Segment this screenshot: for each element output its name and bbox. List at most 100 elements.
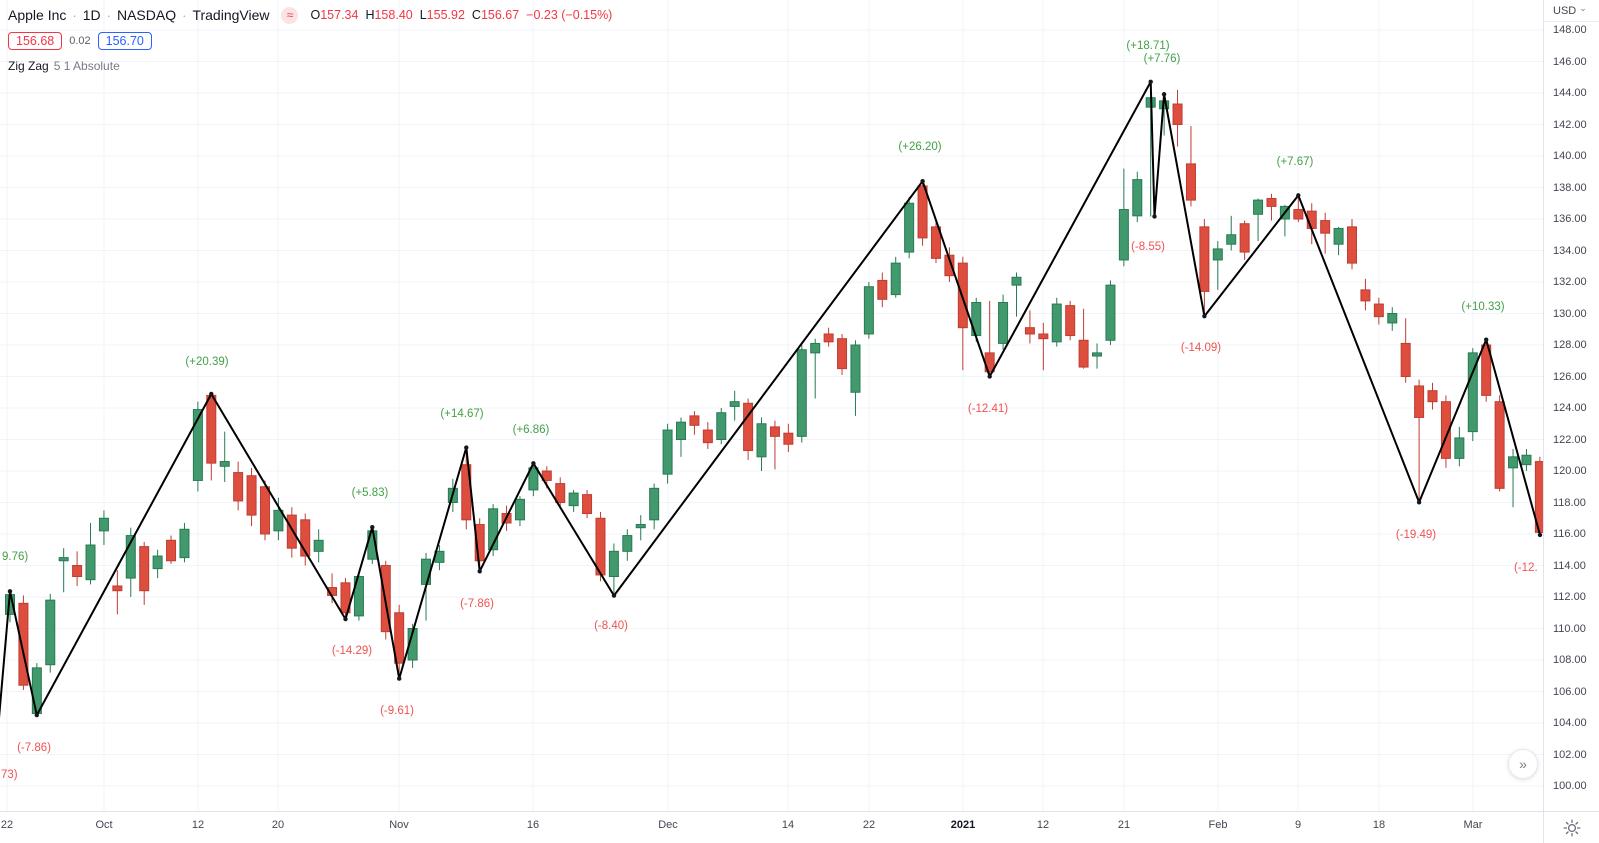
high-value: 158.40 bbox=[374, 8, 413, 22]
time-tick-label: 20 bbox=[271, 819, 285, 831]
zigzag-pivot-dot bbox=[1202, 313, 1207, 319]
candle-body bbox=[1320, 220, 1331, 234]
low-value: 155.92 bbox=[426, 8, 465, 22]
candle-body bbox=[622, 535, 633, 552]
price-tick-label: 100.00 bbox=[1553, 780, 1587, 792]
candle-body bbox=[541, 470, 552, 481]
time-tick-label: 22 bbox=[862, 819, 876, 831]
candle-body bbox=[568, 492, 579, 507]
price-tick-label: 104.00 bbox=[1553, 717, 1587, 729]
price-tick-label: 132.00 bbox=[1553, 276, 1587, 288]
timeframe-label[interactable]: 1D bbox=[82, 7, 101, 23]
low-label: L bbox=[419, 8, 427, 22]
candle-body bbox=[1360, 289, 1371, 302]
candle-body bbox=[676, 421, 686, 440]
candle-body bbox=[246, 475, 257, 516]
candle-body bbox=[1333, 227, 1344, 245]
zigzag-label: (-19.49) bbox=[1396, 529, 1436, 541]
candle-body bbox=[1508, 456, 1519, 469]
candle-body bbox=[608, 550, 619, 578]
candle-body bbox=[582, 494, 593, 515]
candle-body bbox=[152, 555, 163, 570]
zigzag-label: (+6.86) bbox=[513, 424, 550, 436]
candle-body bbox=[488, 508, 499, 551]
price-tick-label: 140.00 bbox=[1553, 150, 1587, 162]
ask-price-badge[interactable]: 156.70 bbox=[97, 32, 152, 50]
candle-body bbox=[1239, 223, 1250, 253]
indicator-row[interactable]: Zig Zag 5 1 Absolute bbox=[8, 59, 612, 73]
candle-body bbox=[112, 585, 123, 592]
price-tick-label: 128.00 bbox=[1553, 339, 1587, 351]
theme-sun-icon[interactable] bbox=[1563, 819, 1581, 837]
candle-body bbox=[1132, 179, 1143, 217]
collapse-panel-button[interactable]: » bbox=[1508, 749, 1538, 779]
candle-body bbox=[1051, 303, 1062, 343]
grid bbox=[0, 0, 1543, 811]
price-tick-label: 120.00 bbox=[1553, 465, 1587, 477]
time-tick-label: 16 bbox=[526, 819, 540, 831]
zigzag-pivot-dot bbox=[531, 461, 536, 466]
candle-body bbox=[1118, 209, 1129, 261]
symbol-row[interactable]: Apple Inc · 1D · NASDAQ · TradingView ≈ … bbox=[8, 5, 612, 25]
candle-body bbox=[1266, 198, 1277, 207]
ohlc-readout: O157.34 H158.40 L155.92 C156.67 −0.23 (−… bbox=[310, 8, 612, 22]
price-tick-label: 102.00 bbox=[1553, 748, 1587, 761]
candle-body bbox=[930, 226, 941, 259]
price-tick-label: 126.00 bbox=[1553, 370, 1587, 383]
price-tick-label: 122.00 bbox=[1553, 433, 1587, 446]
candle-body bbox=[1440, 401, 1451, 459]
price-tick-label: 130.00 bbox=[1553, 307, 1587, 320]
symbol-title[interactable]: Apple Inc bbox=[8, 7, 67, 23]
candle-body bbox=[1454, 437, 1465, 459]
price-axis[interactable]: USD ⌄ 148.00 146.00 144.00 142.00 140.00 138.… bbox=[1543, 0, 1599, 811]
zigzag-labels: 9.76) (-7.86) 73) (+20.39) (-14.29) (+5.83) (-… bbox=[1, 40, 1538, 781]
zigzag-line[interactable] bbox=[0, 80, 1541, 746]
currency-dropdown[interactable]: USD ⌄ bbox=[1544, 0, 1599, 22]
time-tick-label: 2021 bbox=[950, 819, 976, 831]
bid-price-badge[interactable]: 156.68 bbox=[8, 32, 63, 50]
candle-body bbox=[1199, 226, 1210, 292]
time-tick-label: Feb bbox=[1208, 819, 1228, 831]
candle-body bbox=[45, 599, 56, 666]
candle-body bbox=[783, 432, 794, 445]
zigzag-label: (+18.71) bbox=[1126, 40, 1169, 52]
zigzag-label: (-8.55) bbox=[1131, 241, 1165, 253]
zigzag-label: (+10.33) bbox=[1461, 301, 1504, 313]
candle-body bbox=[1414, 385, 1425, 418]
price-tick-label: 118.00 bbox=[1553, 496, 1586, 509]
candle-body bbox=[1293, 209, 1304, 220]
candle-body bbox=[300, 519, 311, 557]
candle-body bbox=[555, 483, 566, 504]
candle-body bbox=[407, 628, 418, 661]
candle-body bbox=[1481, 344, 1492, 396]
candle-body bbox=[729, 401, 740, 407]
zigzag-pivot-dot bbox=[7, 589, 13, 594]
candle-body bbox=[1400, 342, 1411, 377]
zigzag-label: (+20.39) bbox=[185, 356, 228, 368]
zigzag-pivot-dot bbox=[987, 374, 992, 379]
candle-body bbox=[756, 423, 767, 458]
candle-body bbox=[474, 524, 485, 562]
candle-body bbox=[192, 409, 203, 481]
zigzag-pivot-dot bbox=[1152, 214, 1157, 219]
candle-body bbox=[313, 539, 324, 552]
indicator-name: Zig Zag bbox=[8, 59, 49, 73]
candle-body bbox=[890, 262, 901, 296]
zigzag-pivot-dot bbox=[1296, 193, 1301, 198]
data-source-icon[interactable]: ≈ bbox=[281, 6, 299, 24]
zigzag-label: (-7.86) bbox=[460, 598, 494, 610]
zigzag-label: (-7.86) bbox=[17, 742, 51, 754]
time-tick-label: Dec bbox=[658, 819, 678, 831]
chart-plot-area[interactable]: 9.76) (-7.86) 73) (+20.39) (-14.29) (+5.83) (-… bbox=[0, 0, 1543, 811]
price-tick-label: 112.00 bbox=[1553, 591, 1586, 603]
price-tick-label: 134.00 bbox=[1553, 244, 1587, 257]
platform-label: TradingView bbox=[192, 7, 270, 23]
zigzag-label: 9.76) bbox=[2, 551, 28, 563]
time-tick-label: 12 bbox=[191, 819, 205, 831]
time-axis[interactable]: 22 Oct 12 20 Nov 16 Dec 14 22 2021 12 21 Feb 9 18 Mar bbox=[0, 811, 1543, 843]
candle-body bbox=[1212, 248, 1223, 261]
zigzag-label: (+26.20) bbox=[898, 141, 941, 153]
zigzag-pivot-dot bbox=[1537, 532, 1543, 538]
candle-body bbox=[219, 461, 230, 467]
zigzag-pivot-dot bbox=[343, 616, 348, 622]
